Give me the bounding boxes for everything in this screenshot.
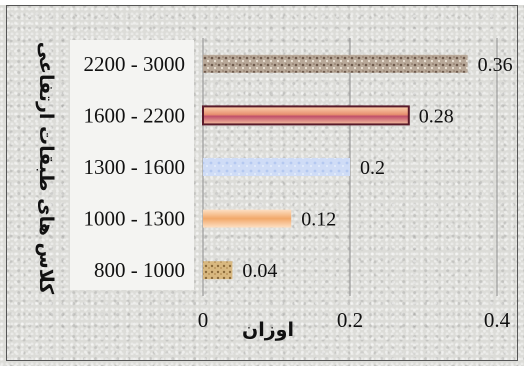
data-label-0: 0.04 xyxy=(242,260,277,282)
bar-2 xyxy=(203,158,350,176)
bar-0 xyxy=(203,261,233,280)
category-label-3: 1600 - 2200 xyxy=(84,103,186,127)
category-label-2: 1300 - 1600 xyxy=(84,155,186,179)
labels: 800 - 1000 0.04 1000 - 1300 0.12 1300 - 1600… xyxy=(35,42,513,341)
bar-1 xyxy=(203,209,292,228)
data-label-3: 0.28 xyxy=(419,105,454,127)
x-tick-label-0: 0 xyxy=(198,308,209,332)
chart-frame xyxy=(6,5,518,361)
plot-area xyxy=(70,40,194,290)
bars xyxy=(202,54,468,280)
y-axis-title: کلاس های طبقات ارتفاعی xyxy=(35,42,57,295)
top-strip xyxy=(0,0,524,5)
category-label-4: 2200 - 3000 xyxy=(84,52,186,76)
bar-3 xyxy=(202,105,410,126)
data-label-4: 0.36 xyxy=(478,54,513,76)
x-tick-label-2: 0.4 xyxy=(484,308,511,332)
category-label-1: 1000 - 1300 xyxy=(84,207,186,231)
bar-4 xyxy=(203,54,468,73)
x-tick-label-1: 0.2 xyxy=(337,308,363,332)
data-label-1: 0.12 xyxy=(301,209,336,231)
x-axis-title: اوزان xyxy=(242,319,294,341)
category-label-0: 800 - 1000 xyxy=(94,258,185,282)
data-label-2: 0.2 xyxy=(360,157,385,179)
category-label-panel xyxy=(70,40,194,290)
